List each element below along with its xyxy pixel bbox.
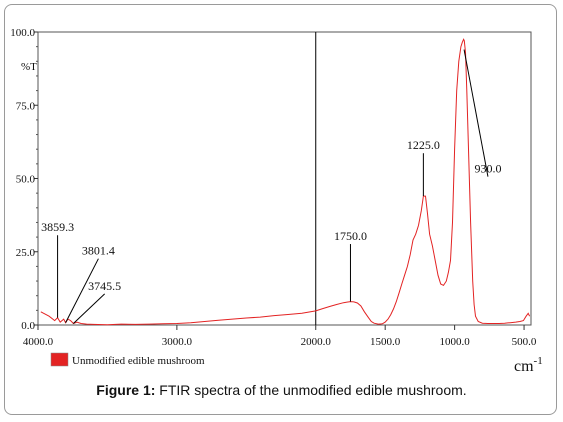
x-tick-label: 1500.0 — [370, 336, 401, 348]
x-tick-label: 500.0 — [512, 336, 537, 348]
annotation-leader — [463, 49, 489, 177]
plot-area — [37, 31, 532, 326]
y-tick-label: 100.0 — [10, 27, 35, 39]
spectrum-line — [40, 38, 531, 326]
legend-swatch — [50, 352, 69, 367]
x-tick-label: 3000.0 — [162, 336, 193, 348]
x-tick-label: 2000.0 — [301, 336, 332, 348]
annotation-label: 1225.0 — [407, 138, 440, 152]
y-tick-label: 75.0 — [16, 100, 36, 112]
ftir-chart: 100.0 75.0 50.0 25.0 0.0 4000.0 3000.0 2000.0 1… — [10, 27, 543, 375]
x-axis-label-superscript: -1 — [534, 355, 543, 367]
caption-label: Figure 1: — [96, 382, 156, 398]
y-axis-label: %T — [21, 61, 37, 73]
y-tick-label: 0.0 — [21, 320, 35, 332]
annotation-label: 1750.0 — [334, 229, 367, 243]
figure-caption: Figure 1: FTIR spectra of the unmodified… — [0, 382, 563, 398]
legend-label: Unmodified edible mushroom — [72, 355, 205, 367]
x-axis-label: cm-1 — [514, 355, 543, 375]
x-tick-label: 4000.0 — [23, 336, 54, 348]
caption-text: FTIR spectra of the unmodified edible mu… — [155, 382, 467, 398]
y-tick-label: 25.0 — [16, 247, 36, 259]
annotation-label: 3859.3 — [41, 220, 74, 234]
y-tick-label: 50.0 — [16, 174, 36, 186]
annotation-label: 3801.4 — [82, 244, 115, 258]
annotation-label: 3745.5 — [88, 279, 121, 293]
annotation-label: 930.0 — [474, 162, 501, 176]
annotation-leader — [73, 293, 106, 324]
annotation-leader — [65, 258, 99, 323]
x-tick-label: 1000.0 — [439, 336, 470, 348]
